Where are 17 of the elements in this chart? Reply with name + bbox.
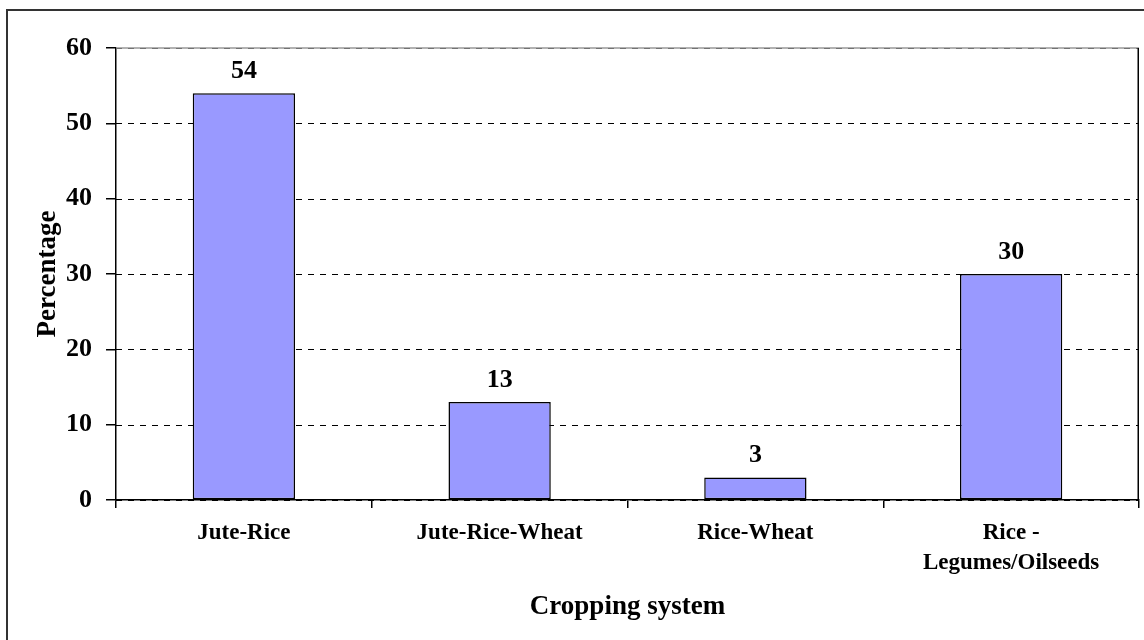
y-tick-label: 50 — [66, 107, 92, 137]
x-axis-title: Cropping system — [529, 589, 726, 620]
y-axis-title: Percentage — [31, 210, 62, 338]
data-label: 3 — [748, 439, 762, 469]
y-tick-label: 10 — [66, 408, 92, 438]
x-tick-label: Jute-Rice — [197, 518, 291, 544]
data-label: 30 — [998, 236, 1025, 265]
y-tick-label: 20 — [66, 333, 92, 363]
y-tick-label: 40 — [66, 182, 92, 212]
y-tick-label: 30 — [66, 257, 92, 287]
x-tick-label: Rice - Legumes/Oilseeds — [922, 518, 1100, 574]
x-tick-label: Rice-Wheat — [697, 518, 814, 544]
y-tick-label: 60 — [66, 31, 92, 61]
data-label: 13 — [486, 364, 513, 394]
y-tick-label: 0 — [79, 483, 92, 513]
x-tick-label: Jute-Rice-Wheat — [416, 518, 583, 544]
data-label: 54 — [230, 55, 257, 85]
